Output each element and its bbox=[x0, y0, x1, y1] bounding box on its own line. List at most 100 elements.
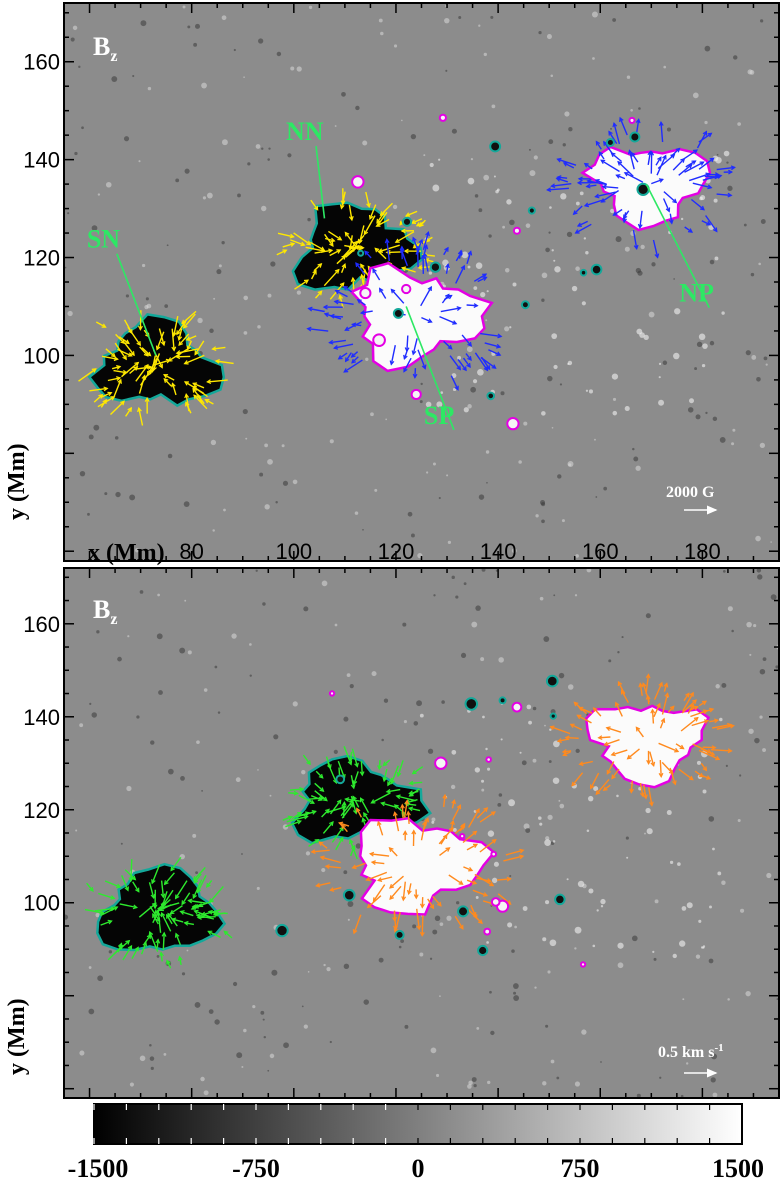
vector-arrowhead bbox=[699, 161, 705, 166]
vector-arrow bbox=[154, 898, 171, 914]
plage-speckle bbox=[545, 900, 550, 905]
field-speckle bbox=[663, 65, 667, 69]
vector-arrow bbox=[353, 771, 359, 785]
field-speckle bbox=[446, 915, 452, 921]
vector-arrow bbox=[149, 931, 159, 952]
vector-arrowhead bbox=[137, 406, 142, 413]
vector-arrow bbox=[602, 185, 619, 189]
field-speckle bbox=[711, 1053, 718, 1060]
plage-speckle bbox=[487, 830, 495, 837]
vector-arrowhead bbox=[344, 357, 350, 363]
plage-speckle bbox=[549, 728, 552, 731]
plage-speckle bbox=[452, 827, 457, 832]
field-speckle bbox=[541, 502, 546, 507]
vector-arrowhead bbox=[627, 149, 633, 155]
vector-arrowhead bbox=[646, 759, 652, 765]
vector-arrowhead bbox=[141, 374, 147, 380]
vector-arrowhead bbox=[178, 341, 184, 347]
field-speckle bbox=[267, 1069, 270, 1072]
vector-arrow bbox=[289, 788, 304, 791]
small-magnetic-element bbox=[490, 897, 501, 907]
field-speckle bbox=[341, 91, 346, 97]
vector-arrow bbox=[563, 162, 575, 169]
vector-arrowhead bbox=[174, 894, 180, 900]
vector-arrow bbox=[159, 904, 172, 911]
vector-arrowhead bbox=[290, 242, 296, 247]
vector-arrowhead bbox=[519, 854, 525, 860]
vector-arrowhead bbox=[702, 130, 707, 136]
vector-arrowhead bbox=[597, 735, 603, 741]
vector-arrowhead bbox=[692, 149, 699, 154]
vector-arrow bbox=[416, 246, 419, 268]
vector-arrow bbox=[138, 375, 146, 394]
field-speckle bbox=[523, 421, 528, 426]
vector-arrow bbox=[423, 818, 429, 831]
vector-arrowhead bbox=[660, 717, 666, 723]
vector-arrowhead bbox=[442, 833, 448, 840]
vector-arrowhead bbox=[671, 780, 677, 786]
vector-arrowhead bbox=[395, 794, 401, 800]
vector-arrowhead bbox=[321, 248, 327, 253]
vector-arrow bbox=[152, 913, 159, 925]
field-speckle bbox=[201, 82, 207, 89]
field-speckle bbox=[96, 630, 100, 634]
vector-arrowhead bbox=[110, 906, 116, 912]
vector-arrow bbox=[135, 364, 149, 382]
vector-arrowhead bbox=[193, 909, 199, 915]
vector-arrow bbox=[390, 765, 399, 784]
field-speckle bbox=[296, 290, 302, 295]
field-speckle bbox=[575, 554, 579, 558]
field-speckle bbox=[181, 972, 186, 976]
vector-arrow bbox=[631, 152, 639, 163]
vector-arrow bbox=[443, 247, 449, 256]
vector-arrow bbox=[663, 683, 668, 692]
field-speckle bbox=[144, 305, 149, 310]
field-speckle bbox=[470, 158, 474, 161]
vector-arrowhead bbox=[317, 796, 323, 802]
small-magnetic-element bbox=[275, 923, 289, 938]
vector-arrow bbox=[298, 794, 315, 804]
field-speckle bbox=[547, 814, 553, 820]
field-speckle bbox=[458, 16, 462, 20]
field-speckle bbox=[79, 470, 86, 477]
vector-arrowhead bbox=[623, 172, 629, 177]
vector-arrowhead bbox=[351, 358, 357, 364]
vector-arrow bbox=[374, 247, 387, 260]
y-tick-label: 140 bbox=[23, 705, 60, 730]
plage-speckle bbox=[713, 198, 718, 203]
vector-arrowhead bbox=[151, 879, 156, 885]
vector-arrowhead bbox=[116, 883, 122, 889]
vector-arrowhead bbox=[710, 751, 716, 756]
vector-arrow bbox=[181, 310, 197, 325]
field-speckle bbox=[217, 711, 221, 714]
vector-arrow bbox=[659, 760, 662, 777]
vector-arrow bbox=[683, 693, 690, 702]
field-speckle bbox=[504, 326, 510, 332]
vector-arrow bbox=[455, 251, 463, 262]
vector-arrow bbox=[611, 749, 628, 756]
vector-arrowhead bbox=[405, 212, 411, 217]
vector-arrowhead bbox=[186, 345, 192, 351]
vector-arrowhead bbox=[183, 360, 189, 365]
vector-arrow bbox=[320, 856, 341, 864]
vector-arrowhead bbox=[342, 285, 348, 291]
field-speckle bbox=[733, 55, 738, 60]
vector-arrowhead bbox=[450, 819, 455, 825]
field-speckle bbox=[407, 511, 413, 517]
vector-arrowhead bbox=[153, 909, 159, 915]
vector-arrow bbox=[197, 916, 216, 919]
vector-arrowhead bbox=[372, 897, 378, 903]
vector-arrow bbox=[170, 905, 183, 915]
field-speckle bbox=[164, 304, 169, 308]
vector-arrowhead bbox=[672, 198, 678, 204]
vector-arrow bbox=[476, 807, 488, 819]
vector-arrowhead bbox=[333, 299, 339, 305]
vector-arrow bbox=[340, 799, 354, 817]
vector-arrowhead bbox=[456, 804, 462, 810]
vector-arrow bbox=[353, 914, 362, 934]
field-speckle bbox=[208, 1009, 214, 1014]
vector-arrowhead bbox=[91, 368, 97, 373]
vector-arrow bbox=[156, 331, 165, 350]
vector-arrowhead bbox=[689, 703, 695, 709]
field-speckle bbox=[184, 599, 187, 602]
